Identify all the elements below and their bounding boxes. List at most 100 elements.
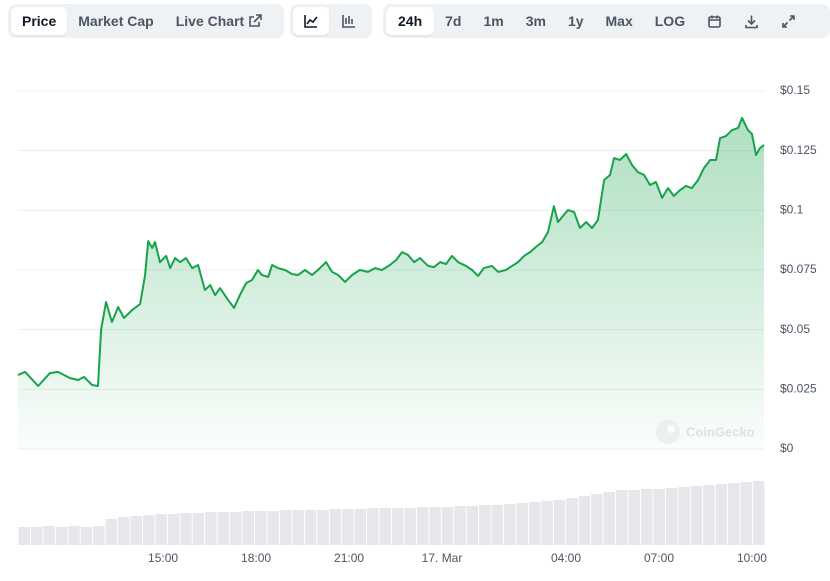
volume-bar (93, 526, 105, 545)
volume-bar (367, 508, 379, 545)
x-tick-label: 07:00 (644, 551, 674, 565)
volume-bar (354, 509, 367, 545)
tab[interactable]: Live Chart (165, 7, 248, 35)
volume-bar (143, 515, 155, 545)
tab[interactable]: Market Cap (78, 13, 154, 29)
volume-bar (30, 527, 43, 545)
volume-bar (541, 501, 553, 545)
volume-bar (616, 490, 628, 545)
volume-bar (242, 511, 255, 545)
volume-bar (591, 494, 603, 545)
volume-bar (715, 484, 728, 545)
volume-bar (155, 514, 167, 545)
volume-bar (690, 486, 703, 545)
y-tick-label: $0.125 (780, 143, 817, 157)
expand-icon (782, 14, 795, 28)
range[interactable]: 24h (386, 7, 435, 35)
volume-bar (317, 510, 329, 545)
volume-bar (118, 517, 130, 545)
volume-bar (665, 488, 678, 545)
price-line (17, 116, 765, 387)
candle-chart-icon (342, 15, 355, 28)
volume-bar (205, 512, 217, 545)
log-toggle[interactable]: LOG (654, 13, 686, 29)
range[interactable]: 1m (483, 13, 504, 29)
volume-bar (304, 510, 317, 545)
y-tick-label: $0.025 (780, 382, 817, 396)
watermark: CoinGecko (656, 420, 755, 444)
y-tick-label: $0.15 (780, 83, 810, 97)
volume-bar (641, 489, 653, 545)
volume-bar (279, 510, 292, 545)
volume-bar (217, 512, 230, 545)
volume-bar (491, 505, 504, 545)
x-tick-label: 10:00 (737, 551, 767, 565)
volume-bar (404, 508, 416, 545)
chart-style-tabs (290, 4, 372, 38)
volume-bar (342, 509, 354, 545)
volume-bar (255, 511, 267, 545)
y-tick-label: $0 (780, 441, 794, 455)
x-tick-label: 21:00 (334, 551, 364, 565)
volume-bar (740, 482, 753, 545)
candle-chart-button[interactable] (329, 7, 369, 35)
volume-bar (504, 504, 516, 545)
volume-bar (516, 503, 528, 545)
watermark-text: CoinGecko (686, 424, 755, 439)
volume-bar (180, 513, 192, 545)
range[interactable]: 7d (445, 13, 462, 29)
y-tick-label: $0.1 (780, 203, 804, 217)
x-tick-label: 18:00 (241, 551, 271, 565)
grid (18, 90, 765, 450)
calendar-icon (708, 15, 721, 28)
volume-bar (80, 527, 93, 545)
volume-bar (43, 526, 55, 545)
range[interactable]: Max (605, 13, 633, 29)
volume-bar (130, 516, 142, 545)
area (18, 117, 765, 449)
y-tick-label: $0.075 (780, 262, 817, 276)
volume-bar (68, 526, 80, 545)
tab[interactable]: Price (11, 7, 68, 35)
fullscreen-button[interactable] (770, 7, 807, 35)
x-tick-label: 15:00 (148, 551, 178, 565)
volume-bar (753, 481, 765, 545)
range[interactable]: 3m (525, 13, 546, 29)
volume-bar (578, 496, 591, 545)
volume-bar (566, 498, 578, 545)
range[interactable]: 1y (567, 13, 584, 29)
volume-bar (528, 502, 541, 545)
range-tabs: 24h 7d 1m 3m 1y Max LOG (383, 4, 830, 38)
view-tabs: Price Market Cap Live Chart (8, 4, 284, 38)
volume-bar (18, 527, 30, 545)
download-button[interactable] (733, 7, 770, 35)
volume-bar (292, 510, 304, 545)
volume-bar (454, 506, 466, 545)
volume-bar (703, 485, 715, 545)
y-tick-label: $0.05 (780, 322, 810, 336)
line-chart-button[interactable] (293, 7, 329, 35)
volume-bar (192, 513, 205, 545)
volume-bar (55, 527, 68, 545)
volume-bar (678, 487, 690, 545)
volume-bar (329, 509, 342, 545)
external-link-icon (249, 14, 262, 27)
volume-bar (553, 500, 566, 545)
volume-bar (230, 512, 242, 545)
volume-bar (267, 511, 279, 545)
x-tick-label: 04:00 (551, 551, 581, 565)
calendar-button[interactable] (696, 7, 733, 35)
volume-bar (603, 492, 616, 545)
volume-bar (441, 507, 454, 545)
volume-bar (728, 483, 740, 545)
volume-bar (392, 508, 404, 545)
volume-bar (479, 505, 491, 545)
x-tick-label: 17. Mar (422, 551, 463, 565)
volume-bar (466, 506, 479, 545)
volume-bar (416, 507, 429, 545)
volume-bar (429, 507, 441, 545)
volume-bar (379, 508, 391, 545)
download-icon (745, 15, 758, 28)
volume-bar (167, 514, 180, 545)
